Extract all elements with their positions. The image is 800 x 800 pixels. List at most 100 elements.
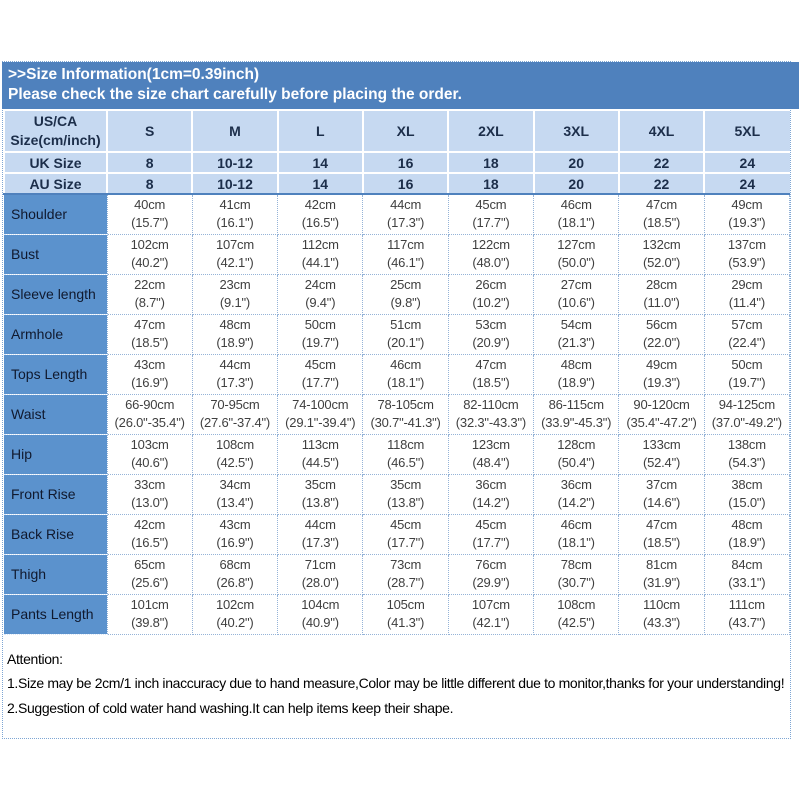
inch-value: (16.5") [301,215,339,231]
measurement-cell: 90-120cm (35.4"-47.2") [618,393,705,435]
cm-value: 122cm [471,236,510,252]
measurement-cell: 50cm (19.7") [277,313,364,355]
cm-value: 66-90cm [125,396,175,412]
inch-value: (14.6") [642,495,681,510]
cm-value: 90-120cm [633,396,690,412]
cm-value: 53cm [475,316,507,332]
measurement-row-bust: Bust 102cm (40.2") 107cm (42.1") 112cm (44.1")… [4,233,791,275]
cm-value: 45cm [475,516,507,532]
cm-value: 118cm [387,436,425,452]
cm-value: 26cm [475,276,507,292]
cm-value: 48cm [731,516,763,532]
cm-value: 108cm [215,436,254,452]
measurement-cell: 22cm (8.7") [106,273,193,315]
measurement-cell: 65cm (25.6") [106,553,193,595]
cm-value: 36cm [475,476,507,492]
measurement-row-sleeve-length: Sleeve length 22cm (8.7") 23cm (9.1") 24cm (9.… [4,273,791,315]
inch-value: (18.5") [131,335,169,350]
size-table-head: US/CA Size(cm/inch) S M L XL 2XL 3XL 4XL 5XL UK Si… [3,109,790,195]
cm-value: 42cm [304,196,336,212]
inch-value: (30.7"-41.3") [370,415,441,430]
measurement-cell: 122cm (48.0") [447,233,535,275]
inch-value: (40.6") [131,455,169,470]
measurement-cell: 105cm (41.3") [362,593,449,635]
measurement-cell: 84cm (33.1") [703,553,791,595]
size-column-header: S [105,109,193,152]
measurement-cell: 46cm (18.1") [533,513,620,555]
inch-value: (29.1"-39.4") [285,415,356,430]
cm-value: 35cm [304,476,336,492]
cm-value: 23cm [219,276,251,292]
measurement-cell: 43cm (16.9") [191,513,279,555]
measurement-cell: 29cm (11.4") [703,273,791,315]
cm-value: 74-100cm [292,396,349,412]
banner-title: >>Size Information(1cm=0.39inch) [8,66,260,83]
inch-value: (20.1") [387,335,425,350]
measurement-cell: 42cm (16.5") [277,193,364,235]
attention-line-1: 1.Size may be 2cm/1 inch inaccuracy due … [7,675,785,691]
measurement-cell: 102cm (40.2") [106,233,193,275]
inch-value: (40.2") [216,615,254,630]
measurement-cell: 108cm (42.5") [191,433,279,475]
row-label: Front Rise [4,474,107,515]
cm-value: 44cm [390,196,422,212]
inch-value: (16.9") [216,535,254,550]
measurement-cell: 56cm (22.0") [618,313,705,355]
measurement-row-thigh: Thigh 65cm (25.6") 68cm (26.8") 71cm (28.0") 73… [4,553,791,595]
inch-value: (22.4") [728,335,766,350]
row-label: Back Rise [4,514,107,555]
measurement-cell: 36cm (14.2") [533,473,620,515]
cm-value: 45cm [475,196,507,212]
inch-value: (19.3") [642,375,681,390]
cm-value: 29cm [731,276,763,292]
size-value-cell: 14 [276,172,363,195]
inch-value: (27.6"-37.4") [199,415,271,430]
inch-value: (37.0"-49.2") [711,415,782,430]
inch-value: (15.7") [131,215,169,231]
measurement-cell: 57cm (22.4") [703,313,791,355]
inch-value: (16.1") [216,215,254,231]
measurement-cell: 137cm (53.9") [703,233,791,275]
measurement-row-back-rise: Back Rise 42cm (16.5") 43cm (16.9") 44cm (17.3… [4,513,791,555]
inch-value: (46.5") [387,455,425,470]
measurement-cell: 44cm (17.3") [277,513,364,555]
inch-value: (31.9") [642,575,681,590]
cm-value: 101cm [130,596,169,612]
inch-value: (9.8") [390,295,421,310]
cm-value: 132cm [642,236,681,252]
cm-value: 46cm [560,196,592,212]
measurement-cell: 113cm (44.5") [277,433,364,475]
cm-value: 102cm [130,236,169,252]
cm-value: 102cm [215,596,254,612]
measurement-cell: 123cm (48.4") [447,433,535,475]
measurement-cell: 46cm (18.1") [362,353,449,395]
size-value-cell: 10-12 [191,172,278,195]
inch-value: (14.2") [472,495,510,510]
inch-value: (9.4") [305,295,336,310]
cm-value: 47cm [475,356,507,372]
cm-value: 42cm [134,516,166,532]
cm-value: 81cm [646,556,678,572]
row-label: Pants Length [4,594,107,635]
inch-value: (28.0") [301,575,339,590]
inch-value: (11.4") [728,295,765,310]
cm-value: 133cm [642,436,681,452]
cm-value: 86-115cm [548,396,604,412]
size-value-cell: 18 [447,172,534,195]
measurement-cell: 70-95cm (27.6"-37.4") [191,393,279,435]
cm-value: 82-110cm [463,396,519,412]
inch-value: (21.3") [557,335,595,350]
inch-value: (48.0") [472,255,510,270]
inch-value: (43.7") [728,615,766,630]
row-label: Shoulder [4,194,107,235]
cm-value: 46cm [390,356,422,372]
measurement-cell: 78-105cm (30.7"-41.3") [362,393,449,435]
measurement-cell: 107cm (42.1") [191,233,279,275]
measurement-cell: 50cm (19.7") [703,353,791,395]
measurement-row-shoulder: Shoulder 40cm (15.7") 41cm (16.1") 42cm (16.5"… [4,193,791,235]
size-table: US/CA Size(cm/inch) S M L XL 2XL 3XL 4XL 5XL UK Si… [3,109,791,635]
cm-value: 70-95cm [210,396,260,412]
inch-value: (9.1") [219,295,251,310]
size-column-header: XL [361,109,449,152]
inch-value: (26.8") [216,575,254,590]
